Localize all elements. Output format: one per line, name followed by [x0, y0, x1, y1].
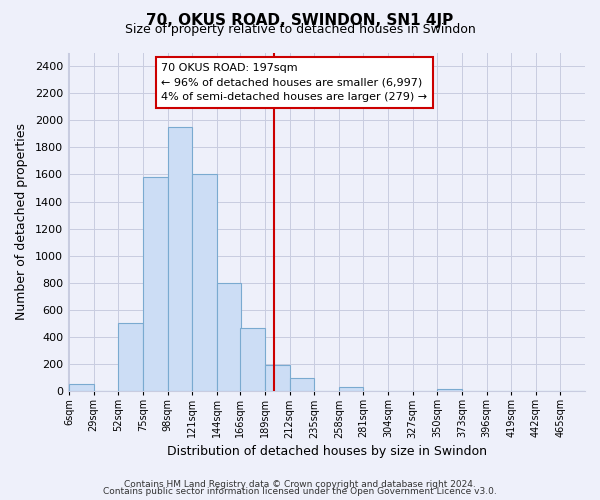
Bar: [118, 324, 143, 391]
X-axis label: Distribution of detached houses by size in Swindon: Distribution of detached houses by size …: [167, 444, 487, 458]
Bar: [217, 283, 241, 391]
Y-axis label: Number of detached properties: Number of detached properties: [15, 124, 28, 320]
Bar: [167, 127, 192, 391]
Text: Contains public sector information licensed under the Open Government Licence v3: Contains public sector information licen…: [103, 488, 497, 496]
Bar: [265, 366, 290, 391]
Text: 70, OKUS ROAD, SWINDON, SN1 4JP: 70, OKUS ROAD, SWINDON, SN1 4JP: [146, 12, 454, 28]
Bar: [437, 389, 462, 391]
Bar: [143, 177, 167, 391]
Bar: [241, 328, 265, 391]
Bar: [69, 384, 94, 391]
Text: Contains HM Land Registry data © Crown copyright and database right 2024.: Contains HM Land Registry data © Crown c…: [124, 480, 476, 489]
Text: 70 OKUS ROAD: 197sqm
← 96% of detached houses are smaller (6,997)
4% of semi-det: 70 OKUS ROAD: 197sqm ← 96% of detached h…: [161, 62, 427, 102]
Bar: [290, 378, 314, 391]
Text: Size of property relative to detached houses in Swindon: Size of property relative to detached ho…: [125, 22, 475, 36]
Bar: [339, 387, 364, 391]
Bar: [192, 174, 217, 391]
